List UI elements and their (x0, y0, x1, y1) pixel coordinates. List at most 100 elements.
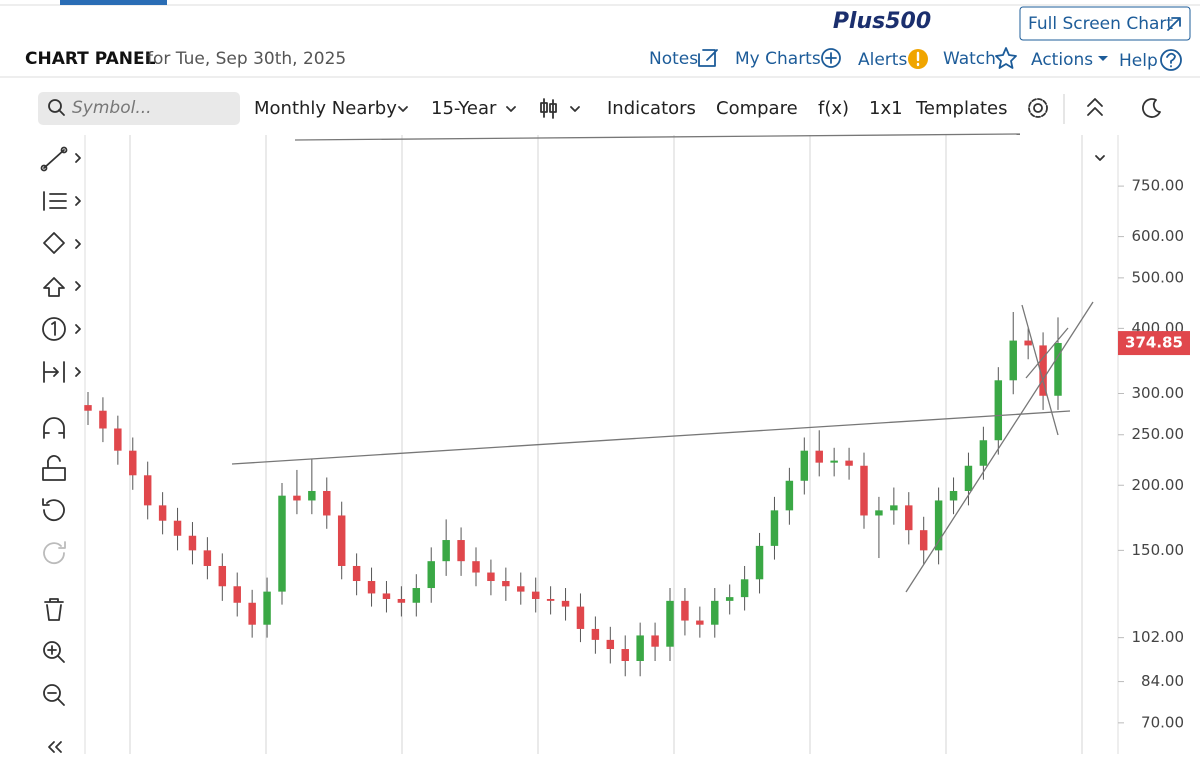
candle-body (815, 450, 823, 463)
y-tick-label: 500.00 (1132, 268, 1185, 286)
compare-button[interactable]: Compare (716, 98, 798, 119)
fullscreen-button[interactable] (1019, 6, 1191, 41)
candle-body (919, 530, 928, 551)
candle-body (487, 572, 495, 582)
candle-body (337, 515, 346, 566)
trend-line[interactable] (294, 133, 1021, 141)
watch-icon (995, 47, 1017, 69)
candle-body (427, 561, 435, 589)
candle-body (263, 591, 271, 625)
candle-body (367, 581, 376, 594)
trend-line[interactable] (1025, 327, 1069, 379)
symbol-search[interactable] (38, 92, 240, 125)
candle-body (725, 597, 734, 601)
templates-button[interactable]: Templates (915, 98, 1008, 119)
candle-body (696, 620, 704, 625)
notes-icon (698, 49, 718, 67)
period-select[interactable]: Monthly Nearby (254, 98, 397, 119)
candle-body (979, 440, 988, 466)
time-grid (129, 135, 1083, 754)
candle-body (845, 460, 853, 466)
candle-body (875, 510, 883, 516)
last-price-marker (1118, 331, 1190, 356)
candle-body (1054, 342, 1062, 396)
candle-body (1009, 340, 1017, 381)
candle-body (233, 586, 241, 603)
candle-body (472, 561, 480, 573)
collapse-icon[interactable] (1087, 98, 1103, 116)
indicators-button[interactable]: Indicators (607, 98, 696, 119)
candle-body (740, 579, 749, 598)
trend-line[interactable] (905, 301, 1094, 593)
fx-button[interactable]: f(x) (818, 98, 849, 119)
candle-body (442, 540, 450, 562)
candle-body (905, 505, 913, 531)
tab-indicator (60, 0, 167, 5)
candle-body (99, 410, 107, 429)
candle-body (323, 490, 331, 516)
fullscreen-label[interactable]: Full Screen Chart (1028, 14, 1173, 34)
candle-body (964, 465, 973, 491)
chart-type-icon[interactable] (540, 98, 557, 119)
plus-icon (821, 48, 841, 68)
settings-icon-ring (1028, 98, 1048, 118)
candle-body (308, 490, 316, 501)
candle-body (576, 606, 585, 629)
candle-body (173, 520, 182, 536)
panel-title: CHART PANEL (25, 49, 156, 69)
actions-caret (1098, 56, 1108, 61)
menu-my-charts[interactable]: My Charts (735, 49, 821, 69)
candle-body (382, 593, 391, 599)
help-icon-mark (1166, 52, 1176, 68)
candle-body (84, 405, 92, 411)
candle-body (591, 628, 600, 640)
settings-icon[interactable] (1033, 103, 1043, 113)
candle-body (293, 495, 301, 501)
menu-help[interactable]: Help (1119, 51, 1158, 71)
candle-body (203, 550, 212, 566)
trend-lines (231, 133, 1094, 593)
candle-body (711, 600, 719, 625)
symbol-placeholder[interactable]: Symbol... (72, 98, 152, 118)
theme-icon[interactable] (1142, 98, 1161, 118)
caret (398, 106, 408, 112)
trend-line[interactable] (231, 410, 1071, 465)
menu-notes[interactable]: Notes (649, 49, 698, 69)
candle-body (412, 588, 421, 603)
logo: Plus500 (833, 9, 931, 34)
search-icon (48, 99, 62, 113)
candle-body (785, 480, 794, 511)
candle-body (1024, 340, 1032, 346)
candle-body (546, 598, 555, 601)
search-icon-handle (58, 109, 65, 116)
fullscreen-icon (1167, 17, 1181, 31)
candle-body (158, 505, 167, 521)
y-tick-label: 70.00 (1141, 713, 1184, 731)
candle-body (352, 565, 361, 582)
candle-body (606, 639, 615, 650)
menu-watch[interactable]: Watch (943, 49, 996, 69)
plus-icon-cross (825, 52, 837, 64)
y-tick-label: 150.00 (1132, 541, 1185, 559)
menu-actions[interactable]: Actions (1031, 50, 1093, 70)
help-icon (1160, 49, 1182, 71)
range-select[interactable]: 15-Year (431, 98, 497, 119)
candle-body (651, 635, 659, 647)
caret (506, 106, 516, 112)
candle-body (830, 460, 838, 463)
candle-body (502, 581, 510, 587)
trend-line[interactable] (1021, 304, 1059, 436)
candle-body (114, 428, 122, 451)
candle-body (1039, 345, 1047, 396)
y-tick-label: 300.00 (1132, 384, 1185, 402)
candle-body (890, 505, 898, 511)
menu-alerts[interactable]: Alerts (858, 50, 907, 70)
candle-body (129, 450, 137, 476)
candle-body (188, 535, 197, 551)
axis-menu-caret[interactable] (1095, 155, 1105, 161)
layout-button[interactable]: 1x1 (869, 98, 903, 119)
candle-body (561, 600, 570, 607)
price-axis: 70.00 84.00 102.00 150.00 200.00 250.00 300.00… (1118, 177, 1190, 731)
